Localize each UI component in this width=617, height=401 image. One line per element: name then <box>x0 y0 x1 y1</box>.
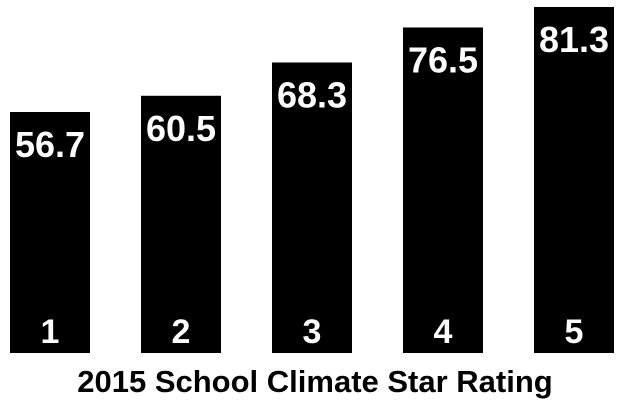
bars-layer: 56.7 1 60.5 2 68.3 3 76.5 4 81.3 5 <box>10 7 614 354</box>
category-label-1: 1 <box>41 313 60 351</box>
value-label-1: 56.7 <box>15 124 85 165</box>
bar-1 <box>10 112 90 353</box>
bar-3 <box>272 62 352 354</box>
category-label-2: 2 <box>172 313 191 351</box>
value-label-2: 60.5 <box>146 108 216 149</box>
category-label-3: 3 <box>303 313 322 351</box>
bar-2 <box>141 95 221 353</box>
bar-5 <box>534 7 614 353</box>
x-axis-title: 2015 School Climate Star Rating <box>77 364 552 399</box>
category-label-4: 4 <box>434 313 453 351</box>
value-label-5: 81.3 <box>539 19 609 60</box>
value-label-3: 68.3 <box>277 74 347 115</box>
category-label-5: 5 <box>565 313 584 351</box>
bar-4 <box>403 27 483 354</box>
value-label-4: 76.5 <box>408 39 478 80</box>
